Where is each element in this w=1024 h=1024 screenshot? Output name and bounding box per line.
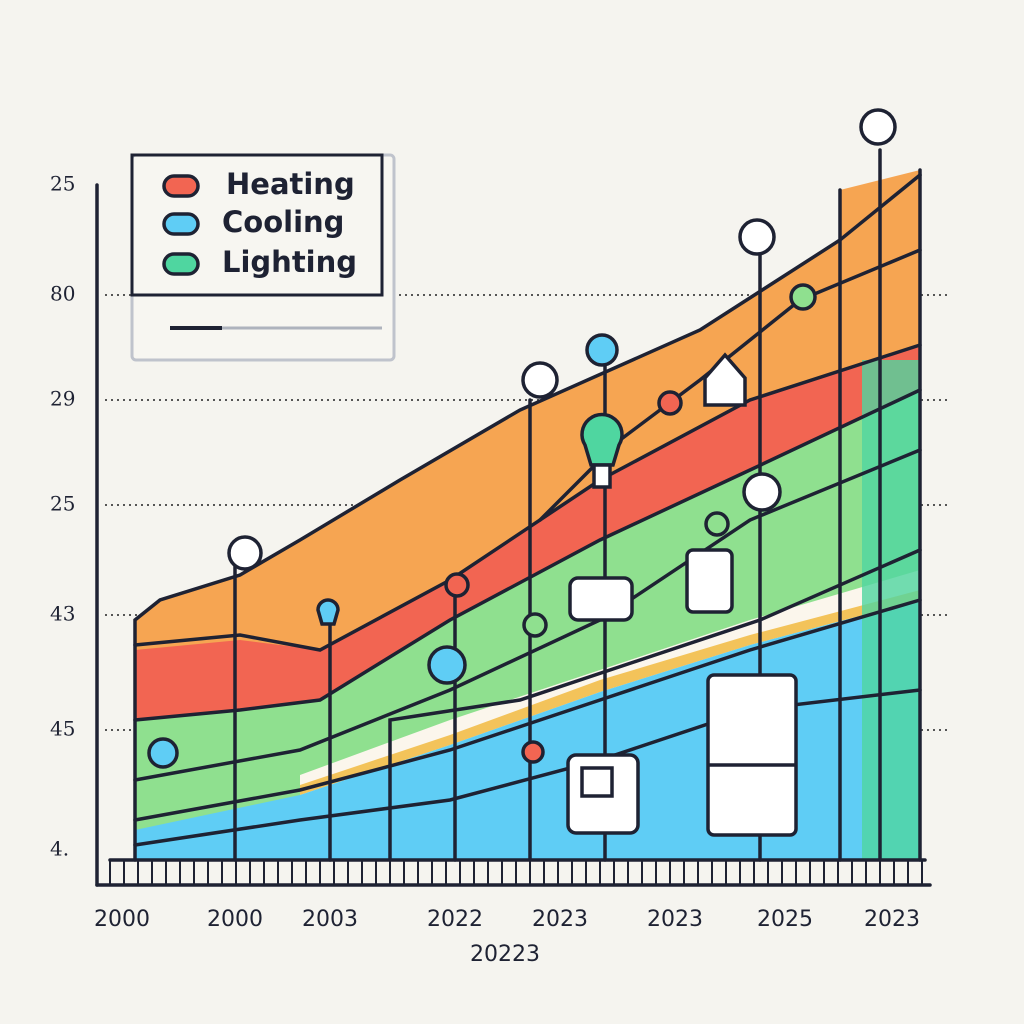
- marker: [789, 283, 817, 311]
- house-icon: [703, 352, 747, 407]
- legend-swatch: [162, 252, 200, 276]
- bulb-icon: [316, 598, 340, 626]
- device-icon: [568, 576, 634, 622]
- x-footer: 20223: [470, 942, 540, 967]
- x-label: 2000: [94, 907, 150, 932]
- marker: [738, 218, 776, 256]
- legend-label: Heating: [226, 167, 355, 201]
- area-yellow: [300, 590, 920, 795]
- y-label: 80: [50, 282, 75, 306]
- marker: [742, 472, 782, 512]
- legend-label: Cooling: [222, 205, 344, 239]
- marker: [521, 361, 559, 399]
- x-label: 2023: [532, 907, 588, 932]
- icons: [316, 352, 798, 837]
- x-label: 2003: [302, 907, 358, 932]
- marker: [657, 390, 683, 416]
- outline: [133, 173, 922, 862]
- legend-swatch: [162, 212, 200, 236]
- legend-label: Lighting: [222, 245, 357, 279]
- x-ticks: [109, 860, 923, 885]
- marker: [585, 333, 619, 367]
- x-label: 2022: [427, 907, 483, 932]
- calculator-icon: [685, 548, 734, 614]
- marker: [427, 645, 467, 685]
- oven-window: [580, 766, 614, 798]
- marker: [521, 740, 545, 764]
- outline: [133, 388, 922, 722]
- outline: [388, 548, 922, 862]
- y-label: 4.: [50, 837, 69, 861]
- bulb-icon: [580, 412, 624, 467]
- x-label: 2000: [207, 907, 263, 932]
- marker: [522, 612, 548, 638]
- y-label: 25: [50, 172, 75, 196]
- legend-frame: [130, 153, 384, 297]
- fridge-icon: [706, 673, 798, 837]
- markers: [147, 108, 897, 769]
- marker: [859, 108, 897, 146]
- x-label: 2023: [647, 907, 703, 932]
- y-label: 25: [50, 492, 75, 516]
- y-label: 29: [50, 387, 75, 411]
- y-label: 45: [50, 717, 75, 741]
- marker: [227, 535, 263, 571]
- outline: [133, 448, 922, 782]
- legend: Heating Cooling Lighting: [130, 153, 396, 362]
- y-label: 43: [50, 602, 75, 626]
- marker: [444, 572, 470, 598]
- marker: [704, 511, 730, 537]
- outline: [133, 598, 922, 822]
- bulb-base: [592, 463, 612, 489]
- legend-swatch: [162, 174, 200, 198]
- x-label: 2023: [864, 907, 920, 932]
- x-label: 2025: [757, 907, 813, 932]
- marker: [147, 737, 179, 769]
